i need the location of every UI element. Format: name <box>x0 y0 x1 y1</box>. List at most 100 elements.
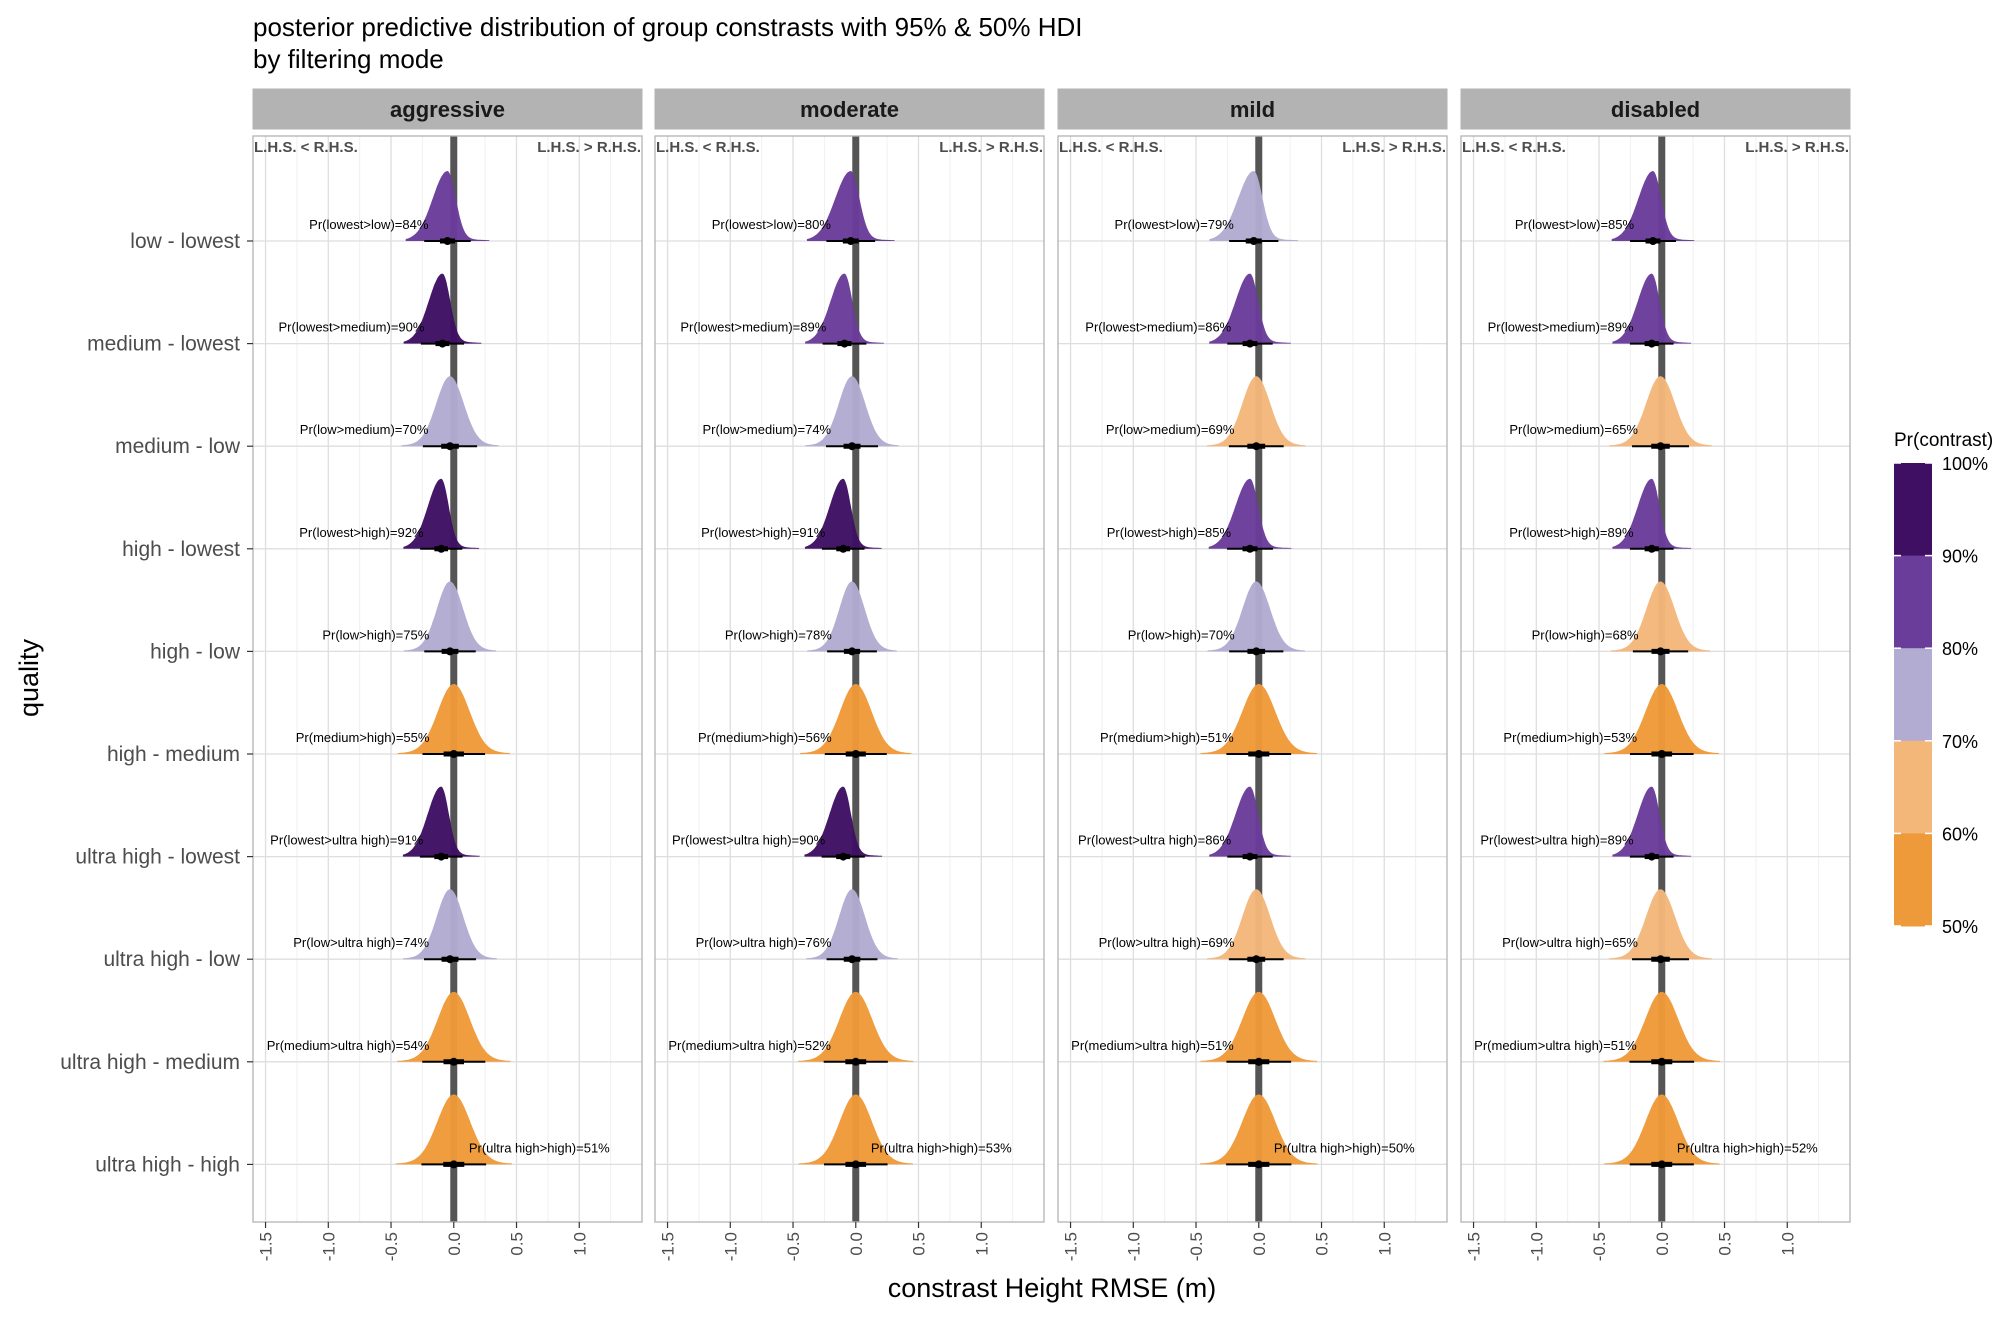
median-point <box>1254 1057 1263 1066</box>
x-tick-label: -1.0 <box>1527 1232 1546 1261</box>
legend-title: Pr(contrast) <box>1894 430 1993 451</box>
side-label-right: L.H.S. > R.H.S. <box>939 139 1043 156</box>
density-ridge <box>1207 376 1306 447</box>
probability-label: Pr(low>medium)=74% <box>703 422 832 437</box>
median-point <box>1656 647 1665 656</box>
probability-label: Pr(ultra high>high)=53% <box>871 1140 1012 1155</box>
probability-label: Pr(lowest>medium)=86% <box>1085 320 1231 335</box>
median-point <box>1249 237 1258 245</box>
x-tick-label: -0.5 <box>784 1232 803 1261</box>
probability-label: Pr(lowest>medium)=89% <box>680 320 826 335</box>
median-point <box>848 955 857 964</box>
probability-label: Pr(low>high)=68% <box>1532 627 1639 642</box>
median-point <box>1656 955 1665 964</box>
legend-label: 80% <box>1942 639 1978 659</box>
probability-label: Pr(lowest>ultra high)=86% <box>1078 833 1232 848</box>
probability-label: Pr(lowest>high)=91% <box>701 525 826 540</box>
median-point <box>839 852 848 861</box>
density-ridge <box>1209 786 1291 857</box>
median-point <box>851 1057 860 1066</box>
x-tick-label: 1.0 <box>570 1232 589 1256</box>
median-point <box>851 1160 860 1169</box>
legend-label: 60% <box>1942 824 1978 844</box>
facet-strip-label: aggressive <box>390 97 505 122</box>
median-point <box>1647 852 1656 861</box>
legend-label: 90% <box>1942 547 1978 567</box>
side-label-left: L.H.S. < R.H.S. <box>254 139 358 156</box>
facet-panel-moderate: moderate L.H.S. < R.H.S. L.H.S. > R.H.S. Pr… <box>654 88 1045 1261</box>
probability-label: Pr(lowest>low)=84% <box>309 217 429 232</box>
y-tick-label: high - medium <box>107 743 240 766</box>
density-ridge <box>1603 991 1720 1062</box>
density-ridge <box>1604 1094 1720 1165</box>
density-ridge <box>1207 889 1306 960</box>
y-tick-label: medium - low <box>115 435 241 458</box>
median-point <box>848 647 857 656</box>
x-tick-label: 0.0 <box>1250 1232 1269 1256</box>
legend-color-band <box>1894 740 1932 834</box>
y-tick-label: ultra high - low <box>103 948 240 971</box>
legend-color-band <box>1894 833 1932 927</box>
x-tick-label: 0.5 <box>1313 1232 1332 1256</box>
facet-strip <box>1057 88 1448 130</box>
side-label-right: L.H.S. > R.H.S. <box>537 139 641 156</box>
x-tick-label: -1.5 <box>1465 1232 1484 1261</box>
x-tick-label: -1.5 <box>1062 1232 1081 1261</box>
x-tick-label: -0.5 <box>382 1232 401 1261</box>
density-ridge <box>403 889 497 960</box>
facet-strip-label: disabled <box>1611 97 1700 122</box>
median-point <box>1252 647 1261 656</box>
median-point <box>1245 852 1254 861</box>
x-tick-label: 0.0 <box>1653 1232 1672 1256</box>
median-point <box>1657 1057 1666 1066</box>
density-ridge <box>798 991 914 1062</box>
median-point <box>1252 442 1261 451</box>
side-label-right: L.H.S. > R.H.S. <box>1342 139 1446 156</box>
y-tick-label: medium - lowest <box>87 333 240 356</box>
density-ridge <box>405 171 490 241</box>
y-tick-label: ultra high - medium <box>60 1051 240 1074</box>
probability-label: Pr(ultra high>high)=52% <box>1677 1140 1818 1155</box>
panel-border <box>252 135 643 1223</box>
probability-label: Pr(lowest>high)=89% <box>1509 525 1634 540</box>
y-tick-label: high - lowest <box>122 538 240 561</box>
probability-label: Pr(medium>ultra high)=54% <box>267 1038 430 1053</box>
probability-label: Pr(low>ultra high)=65% <box>1502 935 1638 950</box>
facet-panel-aggressive: aggressive L.H.S. < R.H.S. L.H.S. > R.H.S.… <box>252 88 643 1261</box>
probability-label: Pr(low>high)=70% <box>1128 627 1235 642</box>
density-ridge <box>1209 171 1299 241</box>
probability-label: Pr(lowest>medium)=90% <box>278 320 424 335</box>
median-point <box>1252 955 1261 964</box>
density-ridge <box>1604 684 1719 754</box>
probability-label: Pr(lowest>ultra high)=90% <box>672 833 826 848</box>
facet-panel-mild: mild L.H.S. < R.H.S. L.H.S. > R.H.S. Pr(low… <box>1057 88 1448 1261</box>
probability-label: Pr(lowest>low)=85% <box>1515 217 1635 232</box>
facet-strip-label: mild <box>1230 97 1275 122</box>
side-label-right: L.H.S. > R.H.S. <box>1745 139 1849 156</box>
legend-label: 50% <box>1942 917 1978 937</box>
density-ridge <box>1612 478 1692 549</box>
density-ridge <box>402 786 480 857</box>
density-ridge <box>1612 786 1692 857</box>
facet-strip <box>654 88 1045 130</box>
median-point <box>446 442 455 451</box>
probability-label: Pr(low>ultra high)=76% <box>696 935 832 950</box>
density-ridge <box>1200 684 1317 754</box>
probability-label: Pr(low>high)=75% <box>322 627 429 642</box>
density-ridge <box>1609 889 1712 960</box>
density-ridge <box>804 478 882 549</box>
x-tick-label: 0.0 <box>445 1232 464 1256</box>
legend-color-band <box>1894 555 1932 649</box>
median-point <box>840 339 849 348</box>
x-tick-label: 1.0 <box>1375 1232 1394 1256</box>
side-label-left: L.H.S. < R.H.S. <box>656 139 760 156</box>
probability-label: Pr(low>ultra high)=69% <box>1099 935 1235 950</box>
median-point <box>839 544 848 553</box>
density-ridge <box>1209 273 1291 344</box>
density-ridge <box>806 889 898 960</box>
legend: Pr(contrast) 100% 90% 80% 70% 60% 50% <box>1894 430 1993 937</box>
density-ridge <box>806 171 895 241</box>
facet-strip <box>1460 88 1851 130</box>
x-tick-label: 1.0 <box>1778 1232 1797 1256</box>
